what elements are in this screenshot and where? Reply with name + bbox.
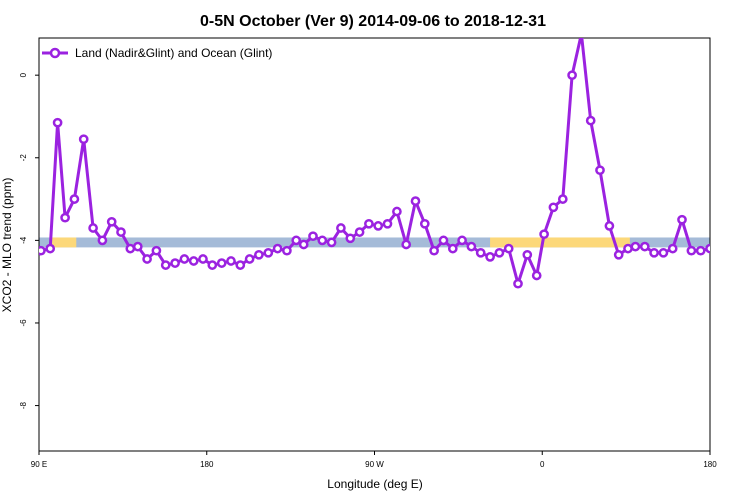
- data-point: [578, 38, 584, 39]
- data-point: [254, 249, 264, 260]
- data-point: [39, 245, 46, 256]
- data-point: [60, 212, 70, 223]
- data-point: [364, 218, 374, 229]
- series-points: [39, 38, 710, 289]
- data-point: [373, 221, 384, 231]
- band-ocean: [39, 237, 710, 248]
- data-point: [567, 70, 577, 81]
- data-point: [522, 249, 533, 260]
- data-point: [116, 227, 126, 237]
- data-point: [438, 235, 449, 246]
- data-point: [604, 221, 615, 231]
- x-axis-ticks: 90 E 180 90 W 0 180: [31, 451, 717, 469]
- data-point: [513, 278, 523, 289]
- data-point: [705, 243, 710, 254]
- data-point: [639, 241, 650, 252]
- data-point: [595, 165, 605, 176]
- data-point: [548, 202, 559, 213]
- x-tick-label: 180: [200, 460, 214, 469]
- y-tick-label: -4: [19, 236, 28, 244]
- data-point: [613, 249, 624, 260]
- data-point: [216, 258, 227, 268]
- data-point: [557, 194, 568, 204]
- data-point: [282, 245, 292, 256]
- data-point: [336, 223, 346, 233]
- data-point: [623, 243, 633, 254]
- y-axis-ticks: 0 -2 -4 -6 -8: [19, 72, 39, 409]
- data-point: [317, 235, 328, 246]
- y-tick-label: -8: [19, 401, 28, 409]
- data-point: [539, 229, 549, 240]
- data-point: [298, 239, 309, 250]
- data-point: [78, 134, 89, 145]
- legend-label: Land (Nadir&Glint) and Ocean (Glint): [75, 46, 272, 60]
- data-point: [447, 243, 458, 254]
- data-point: [345, 233, 356, 244]
- data-point: [401, 239, 412, 250]
- data-point: [207, 260, 218, 270]
- data-point: [244, 254, 255, 264]
- data-point: [125, 243, 136, 254]
- data-point: [649, 247, 659, 258]
- y-tick-label: -6: [19, 319, 28, 327]
- data-point: [382, 218, 393, 229]
- chart-title: 0-5N October (Ver 9) 2014-09-06 to 2018-…: [200, 13, 546, 30]
- data-point: [69, 194, 80, 204]
- data-point: [429, 245, 439, 256]
- data-point: [658, 247, 669, 258]
- data-point: [667, 243, 678, 254]
- data-point: [686, 245, 697, 256]
- data-point: [503, 243, 514, 254]
- data-point: [160, 260, 171, 270]
- x-axis-label: Longitude (deg E): [327, 477, 422, 491]
- data-point: [198, 254, 208, 264]
- data-point: [475, 247, 486, 258]
- y-tick-label: -2: [19, 154, 28, 162]
- reference-band: [39, 237, 710, 248]
- data-point: [97, 235, 108, 246]
- data-point: [170, 258, 180, 268]
- data-point: [531, 270, 542, 281]
- x-tick-label: 90 E: [31, 460, 47, 469]
- data-point: [142, 254, 152, 264]
- data-point: [88, 223, 98, 233]
- data-point: [326, 237, 337, 248]
- data-point: [485, 252, 495, 262]
- y-tick-label: 0: [19, 72, 28, 77]
- band-land-segment: [50, 237, 77, 248]
- data-point: [151, 245, 162, 256]
- data-point: [45, 243, 56, 254]
- data-point: [410, 196, 421, 206]
- x-tick-label: 180: [703, 460, 717, 469]
- data-point: [457, 235, 467, 246]
- data-point: [354, 227, 365, 237]
- data-point: [188, 256, 199, 266]
- data-point: [106, 216, 117, 227]
- band-land-segment: [490, 237, 630, 248]
- legend-swatch-marker: [49, 47, 61, 59]
- data-point: [419, 218, 430, 229]
- data-point: [263, 247, 274, 258]
- data-point: [677, 214, 687, 225]
- data-point: [308, 231, 318, 242]
- data-point: [291, 235, 302, 246]
- data-point: [466, 241, 477, 252]
- legend: Land (Nadir&Glint) and Ocean (Glint): [42, 46, 272, 60]
- x-tick-label: 0: [540, 460, 545, 469]
- data-point: [272, 243, 283, 254]
- data-point: [695, 245, 706, 256]
- data-point: [235, 260, 246, 270]
- data-point: [494, 247, 505, 258]
- y-axis-label: XCO2 - MLO trend (ppm): [0, 178, 14, 313]
- data-point: [630, 241, 641, 252]
- data-series: [39, 38, 710, 289]
- data-point: [179, 254, 190, 264]
- data-point: [585, 115, 596, 126]
- x-tick-label: 90 W: [365, 460, 384, 469]
- data-point: [226, 256, 236, 266]
- data-point: [52, 117, 63, 128]
- data-point: [132, 241, 143, 252]
- data-point: [392, 206, 402, 217]
